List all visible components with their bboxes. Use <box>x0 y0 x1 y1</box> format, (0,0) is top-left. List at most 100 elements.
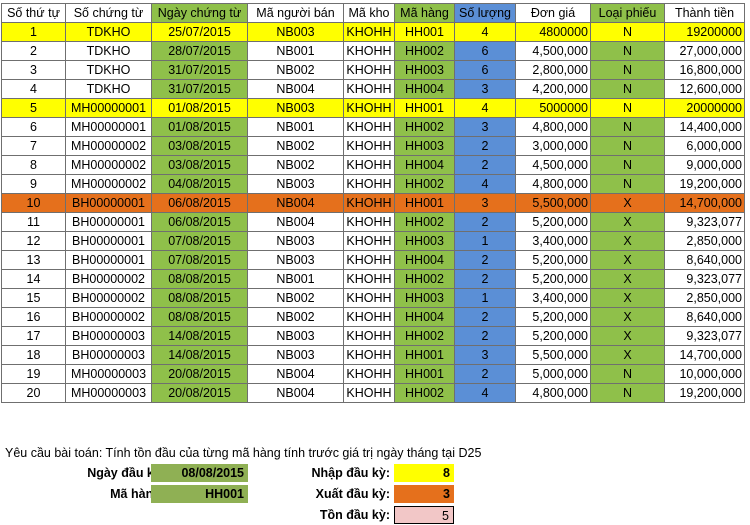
cell-ngay-chung-tu[interactable]: 08/08/2015 <box>151 269 248 289</box>
cell-ma-nguoi-ban[interactable]: NB004 <box>247 364 344 384</box>
cell-thanh-tien[interactable]: 19,200,000 <box>664 383 745 403</box>
cell-loai-phieu[interactable]: N <box>590 117 665 137</box>
cell-ma-hang[interactable]: HH004 <box>394 307 455 327</box>
cell-ma-nguoi-ban[interactable]: NB003 <box>247 22 344 42</box>
cell-ma-kho[interactable]: KHOHH <box>343 79 395 99</box>
cell-stt[interactable]: 9 <box>1 174 66 194</box>
cell-don-gia[interactable]: 5,000,000 <box>515 364 591 384</box>
cell-thanh-tien[interactable]: 16,800,000 <box>664 60 745 80</box>
cell-ngay-chung-tu[interactable]: 31/07/2015 <box>151 60 248 80</box>
cell-loai-phieu[interactable]: X <box>590 326 665 346</box>
header-don-gia[interactable]: Đơn giá <box>515 3 591 23</box>
opening-export-cell[interactable]: 3 <box>394 485 454 503</box>
cell-ma-kho[interactable]: KHOHH <box>343 41 395 61</box>
cell-stt[interactable]: 3 <box>1 60 66 80</box>
cell-so-chung-tu[interactable]: MH00000003 <box>65 364 152 384</box>
cell-ngay-chung-tu[interactable]: 06/08/2015 <box>151 212 248 232</box>
cell-loai-phieu[interactable]: N <box>590 383 665 403</box>
cell-stt[interactable]: 10 <box>1 193 66 213</box>
cell-so-luong[interactable]: 2 <box>454 250 516 270</box>
cell-loai-phieu[interactable]: N <box>590 79 665 99</box>
cell-ma-kho[interactable]: KHOHH <box>343 364 395 384</box>
cell-ma-kho[interactable]: KHOHH <box>343 250 395 270</box>
cell-don-gia[interactable]: 5,200,000 <box>515 250 591 270</box>
cell-ma-hang[interactable]: HH001 <box>394 98 455 118</box>
cell-stt[interactable]: 4 <box>1 79 66 99</box>
cell-ngay-chung-tu[interactable]: 03/08/2015 <box>151 155 248 175</box>
cell-loai-phieu[interactable]: X <box>590 231 665 251</box>
cell-stt[interactable]: 20 <box>1 383 66 403</box>
cell-ma-nguoi-ban[interactable]: NB003 <box>247 326 344 346</box>
cell-ma-nguoi-ban[interactable]: NB001 <box>247 117 344 137</box>
cell-ma-kho[interactable]: KHOHH <box>343 383 395 403</box>
cell-so-chung-tu[interactable]: BH00000001 <box>65 250 152 270</box>
cell-so-luong[interactable]: 4 <box>454 174 516 194</box>
cell-ma-nguoi-ban[interactable]: NB002 <box>247 288 344 308</box>
cell-ma-nguoi-ban[interactable]: NB003 <box>247 174 344 194</box>
cell-stt[interactable]: 2 <box>1 41 66 61</box>
cell-thanh-tien[interactable]: 14,700,000 <box>664 345 745 365</box>
cell-ma-hang[interactable]: HH002 <box>394 212 455 232</box>
cell-thanh-tien[interactable]: 2,850,000 <box>664 231 745 251</box>
cell-so-luong[interactable]: 2 <box>454 136 516 156</box>
cell-so-chung-tu[interactable]: BH00000001 <box>65 231 152 251</box>
cell-ma-hang[interactable]: HH002 <box>394 326 455 346</box>
cell-ma-hang[interactable]: HH003 <box>394 60 455 80</box>
cell-thanh-tien[interactable]: 2,850,000 <box>664 288 745 308</box>
cell-thanh-tien[interactable]: 9,323,077 <box>664 326 745 346</box>
cell-so-chung-tu[interactable]: TDKHO <box>65 22 152 42</box>
cell-stt[interactable]: 1 <box>1 22 66 42</box>
cell-loai-phieu[interactable]: X <box>590 288 665 308</box>
cell-ma-hang[interactable]: HH003 <box>394 231 455 251</box>
cell-ngay-chung-tu[interactable]: 20/08/2015 <box>151 364 248 384</box>
cell-ma-hang[interactable]: HH002 <box>394 41 455 61</box>
cell-ma-nguoi-ban[interactable]: NB002 <box>247 60 344 80</box>
cell-ma-nguoi-ban[interactable]: NB003 <box>247 250 344 270</box>
cell-ma-nguoi-ban[interactable]: NB002 <box>247 307 344 327</box>
cell-thanh-tien[interactable]: 8,640,000 <box>664 250 745 270</box>
cell-so-luong[interactable]: 6 <box>454 60 516 80</box>
cell-ma-nguoi-ban[interactable]: NB004 <box>247 193 344 213</box>
cell-stt[interactable]: 11 <box>1 212 66 232</box>
cell-ma-hang[interactable]: HH004 <box>394 155 455 175</box>
cell-stt[interactable]: 17 <box>1 326 66 346</box>
cell-stt[interactable]: 5 <box>1 98 66 118</box>
cell-ma-kho[interactable]: KHOHH <box>343 288 395 308</box>
cell-ma-hang[interactable]: HH002 <box>394 269 455 289</box>
cell-so-luong[interactable]: 4 <box>454 98 516 118</box>
cell-loai-phieu[interactable]: N <box>590 60 665 80</box>
cell-ma-hang[interactable]: HH001 <box>394 193 455 213</box>
cell-so-chung-tu[interactable]: MH00000001 <box>65 117 152 137</box>
cell-so-luong[interactable]: 3 <box>454 79 516 99</box>
cell-so-chung-tu[interactable]: TDKHO <box>65 60 152 80</box>
cell-so-luong[interactable]: 3 <box>454 345 516 365</box>
cell-thanh-tien[interactable]: 19,200,000 <box>664 174 745 194</box>
cell-ngay-chung-tu[interactable]: 28/07/2015 <box>151 41 248 61</box>
cell-ma-hang[interactable]: HH001 <box>394 345 455 365</box>
cell-stt[interactable]: 19 <box>1 364 66 384</box>
cell-loai-phieu[interactable]: N <box>590 41 665 61</box>
cell-so-chung-tu[interactable]: MH00000002 <box>65 136 152 156</box>
cell-ma-nguoi-ban[interactable]: NB002 <box>247 136 344 156</box>
cell-don-gia[interactable]: 3,400,000 <box>515 288 591 308</box>
cell-don-gia[interactable]: 4,500,000 <box>515 41 591 61</box>
cell-thanh-tien[interactable]: 9,323,077 <box>664 269 745 289</box>
cell-don-gia[interactable]: 4,800,000 <box>515 117 591 137</box>
cell-so-chung-tu[interactable]: BH00000003 <box>65 326 152 346</box>
header-stt[interactable]: Số thứ tự <box>1 3 66 23</box>
cell-so-luong[interactable]: 2 <box>454 212 516 232</box>
header-ma-kho[interactable]: Mã kho <box>343 3 395 23</box>
cell-don-gia[interactable]: 5,500,000 <box>515 193 591 213</box>
cell-ngay-chung-tu[interactable]: 01/08/2015 <box>151 117 248 137</box>
cell-ma-nguoi-ban[interactable]: NB001 <box>247 269 344 289</box>
cell-don-gia[interactable]: 4,800,000 <box>515 174 591 194</box>
cell-don-gia[interactable]: 5,500,000 <box>515 345 591 365</box>
cell-thanh-tien[interactable]: 8,640,000 <box>664 307 745 327</box>
cell-ngay-chung-tu[interactable]: 31/07/2015 <box>151 79 248 99</box>
cell-ma-nguoi-ban[interactable]: NB003 <box>247 231 344 251</box>
cell-so-luong[interactable]: 1 <box>454 231 516 251</box>
cell-ngay-chung-tu[interactable]: 07/08/2015 <box>151 250 248 270</box>
cell-ma-hang[interactable]: HH003 <box>394 288 455 308</box>
cell-ma-nguoi-ban[interactable]: NB004 <box>247 212 344 232</box>
cell-so-chung-tu[interactable]: TDKHO <box>65 79 152 99</box>
